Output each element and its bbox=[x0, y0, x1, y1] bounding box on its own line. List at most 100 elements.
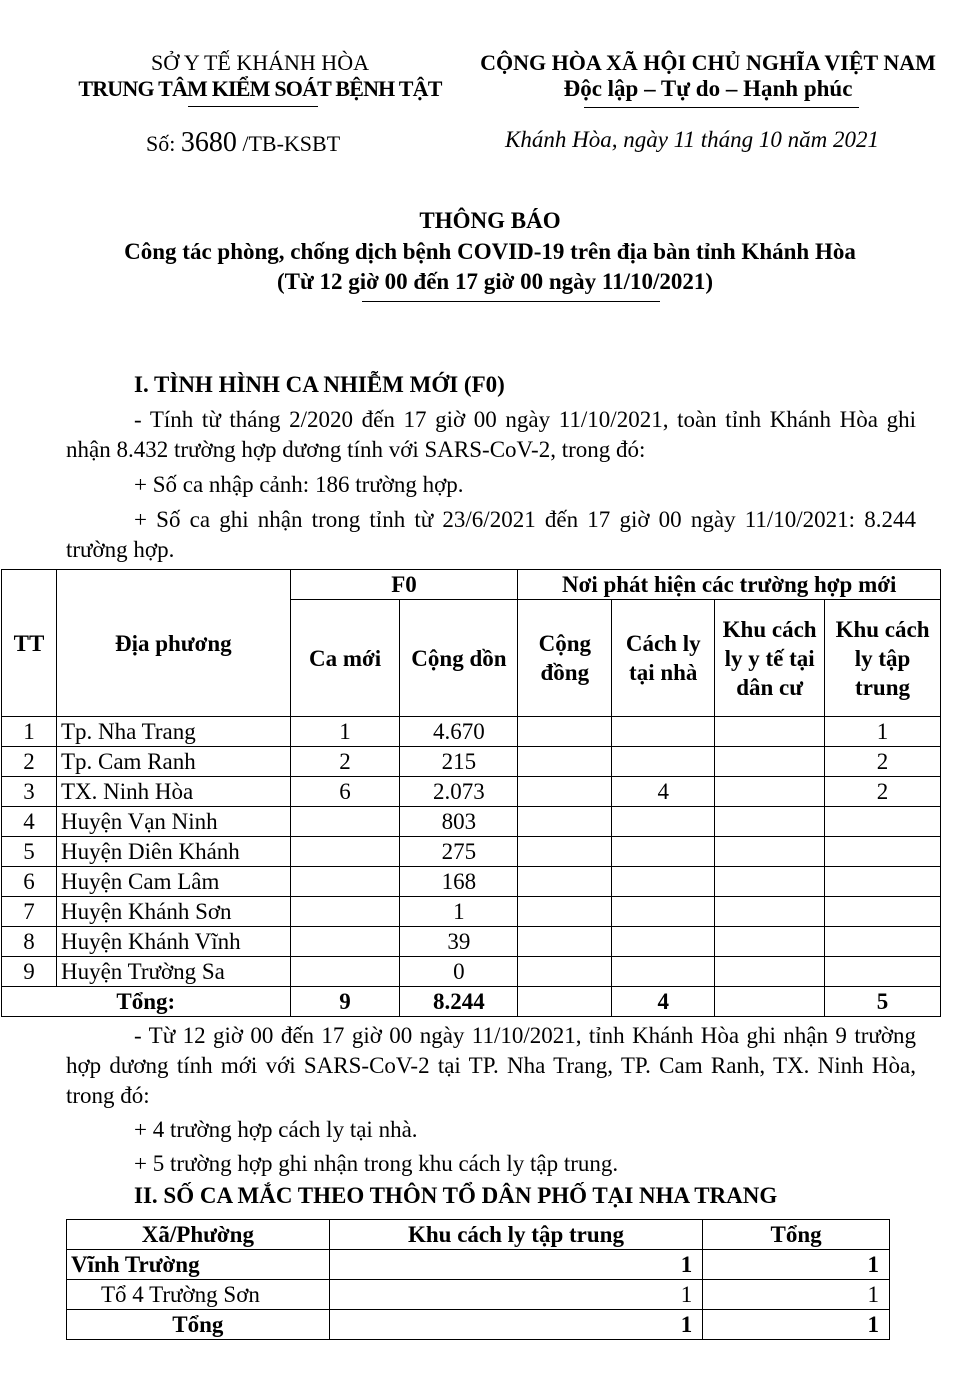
total-central: 5 bbox=[824, 986, 941, 1017]
header-found: Nơi phát hiện các trường hợp mới bbox=[517, 569, 941, 600]
section1-paragraph-5: + 4 trường hợp cách ly tại nhà. bbox=[134, 1117, 418, 1142]
header-community: Cộng đồng bbox=[517, 599, 613, 717]
cell-place: Tp. Nha Trang bbox=[55, 716, 291, 747]
cell-resid bbox=[714, 806, 826, 837]
ward-sum-total: 1 bbox=[702, 1309, 890, 1340]
agency-parent: SỞ Y TẾ KHÁNH HÒA bbox=[151, 50, 369, 75]
cell-comm bbox=[517, 926, 613, 957]
cell-comm bbox=[517, 716, 613, 747]
header-central: Khu cách ly tập trung bbox=[824, 599, 941, 717]
ward-central: 1 bbox=[328, 1249, 704, 1280]
nation-name: CỘNG HÒA XÃ HỘI CHỦ NGHĨA VIỆT NAM bbox=[480, 50, 936, 75]
doc-title: THÔNG BÁO bbox=[419, 208, 561, 233]
ward-name: Vĩnh Trường bbox=[66, 1249, 330, 1280]
place-date: Khánh Hòa, ngày 11 tháng 10 năm 2021 bbox=[505, 127, 879, 152]
cell-cum: 4.670 bbox=[399, 716, 519, 747]
cell-tt: 5 bbox=[1, 836, 57, 867]
cell-cum: 2.073 bbox=[399, 776, 519, 807]
cell-resid bbox=[714, 746, 826, 777]
cell-place: Huyện Vạn Ninh bbox=[55, 806, 291, 837]
cell-comm bbox=[517, 776, 613, 807]
cell-resid bbox=[714, 776, 826, 807]
agency-underline bbox=[188, 106, 318, 107]
section1-paragraph-2: + Số ca nhập cảnh: 186 trường hợp. bbox=[134, 472, 464, 497]
cell-place: Huyện Trường Sa bbox=[55, 956, 291, 987]
total-new: 9 bbox=[289, 986, 401, 1017]
header-tt: TT bbox=[1, 569, 57, 717]
cell-home bbox=[611, 836, 716, 867]
subward-total: 1 bbox=[702, 1279, 890, 1310]
table-row: 9 Huyện Trường Sa 0 bbox=[1, 956, 941, 987]
total-label: Tổng: bbox=[1, 986, 291, 1017]
header-f0: F0 bbox=[289, 569, 519, 600]
cell-resid bbox=[714, 716, 826, 747]
header-ward: Xã/Phường bbox=[66, 1219, 330, 1250]
f0-table: TT Địa phương F0 Nơi phát hiện các trườn… bbox=[1, 569, 941, 1017]
section1-paragraph-6: + 5 trường hợp ghi nhận trong khu cách l… bbox=[134, 1151, 619, 1176]
table-row: 6 Huyện Cam Lâm 168 bbox=[1, 866, 941, 897]
total-community bbox=[517, 986, 613, 1017]
cell-resid bbox=[714, 896, 826, 927]
table-row: 8 Huyện Khánh Vĩnh 39 bbox=[1, 926, 941, 957]
cell-place: TX. Ninh Hòa bbox=[55, 776, 291, 807]
cell-cum: 1 bbox=[399, 896, 519, 927]
cell-central: 2 bbox=[824, 776, 941, 807]
motto-underline bbox=[584, 107, 859, 108]
cell-central: 2 bbox=[824, 746, 941, 777]
header-residential: Khu cách ly y tế tại dân cư bbox=[714, 599, 826, 717]
cell-home bbox=[611, 866, 716, 897]
subward-central: 1 bbox=[328, 1279, 704, 1310]
cell-resid bbox=[714, 926, 826, 957]
cell-central bbox=[824, 956, 941, 987]
doc-number-value: 3680 bbox=[180, 127, 237, 158]
cell-cum: 0 bbox=[399, 956, 519, 987]
cell-central: 1 bbox=[824, 716, 941, 747]
cell-home bbox=[611, 716, 716, 747]
table-row: 3 TX. Ninh Hòa 6 2.073 4 2 bbox=[1, 776, 941, 807]
cell-new bbox=[289, 896, 401, 927]
cell-central bbox=[824, 866, 941, 897]
cell-tt: 3 bbox=[1, 776, 57, 807]
doc-number: Số: 3680 /TB-KSBT bbox=[146, 127, 340, 159]
section1-heading: I. TÌNH HÌNH CA NHIỄM MỚI (F0) bbox=[134, 372, 505, 397]
cell-place: Huyện Khánh Vĩnh bbox=[55, 926, 291, 957]
cell-tt: 9 bbox=[1, 956, 57, 987]
cell-central bbox=[824, 836, 941, 867]
cell-tt: 6 bbox=[1, 866, 57, 897]
header-cumulative: Cộng dồn bbox=[399, 599, 519, 717]
cell-central bbox=[824, 926, 941, 957]
header-ward-central: Khu cách ly tập trung bbox=[328, 1219, 704, 1250]
cell-cum: 168 bbox=[399, 866, 519, 897]
table-row: 7 Huyện Khánh Sơn 1 bbox=[1, 896, 941, 927]
cell-new bbox=[289, 956, 401, 987]
section1-paragraph-1: - Tính từ tháng 2/2020 đến 17 giờ 00 ngà… bbox=[66, 407, 916, 462]
doc-subtitle: Công tác phòng, chống dịch bệnh COVID-19… bbox=[124, 239, 856, 264]
cell-new bbox=[289, 926, 401, 957]
ward-sum-label: Tổng bbox=[66, 1309, 330, 1340]
subward-name: Tổ 4 Trường Sơn bbox=[66, 1279, 330, 1310]
total-home: 4 bbox=[611, 986, 716, 1017]
doc-code: /TB-KSBT bbox=[242, 131, 341, 156]
cell-cum: 275 bbox=[399, 836, 519, 867]
total-residential bbox=[714, 986, 826, 1017]
cell-new bbox=[289, 836, 401, 867]
cell-comm bbox=[517, 836, 613, 867]
cell-new: 2 bbox=[289, 746, 401, 777]
cell-resid bbox=[714, 956, 826, 987]
cell-home bbox=[611, 746, 716, 777]
agency-name: TRUNG TÂM KIỂM SOÁT BỆNH TẬT bbox=[78, 76, 442, 101]
cell-tt: 7 bbox=[1, 896, 57, 927]
cell-home bbox=[611, 896, 716, 927]
cell-comm bbox=[517, 866, 613, 897]
cell-central bbox=[824, 896, 941, 927]
cell-tt: 8 bbox=[1, 926, 57, 957]
header-home: Cách ly tại nhà bbox=[611, 599, 716, 717]
cell-home: 4 bbox=[611, 776, 716, 807]
ward-sum-central: 1 bbox=[328, 1309, 704, 1340]
cell-new bbox=[289, 806, 401, 837]
nation-motto: Độc lập – Tự do – Hạnh phúc bbox=[563, 76, 853, 101]
cell-place: Huyện Khánh Sơn bbox=[55, 896, 291, 927]
section2-heading: II. SỐ CA MẮC THEO THÔN TỔ DÂN PHỐ TẠI N… bbox=[134, 1183, 778, 1208]
section1-paragraph-3: + Số ca ghi nhận trong tỉnh từ 23/6/2021… bbox=[66, 507, 916, 562]
cell-new: 6 bbox=[289, 776, 401, 807]
